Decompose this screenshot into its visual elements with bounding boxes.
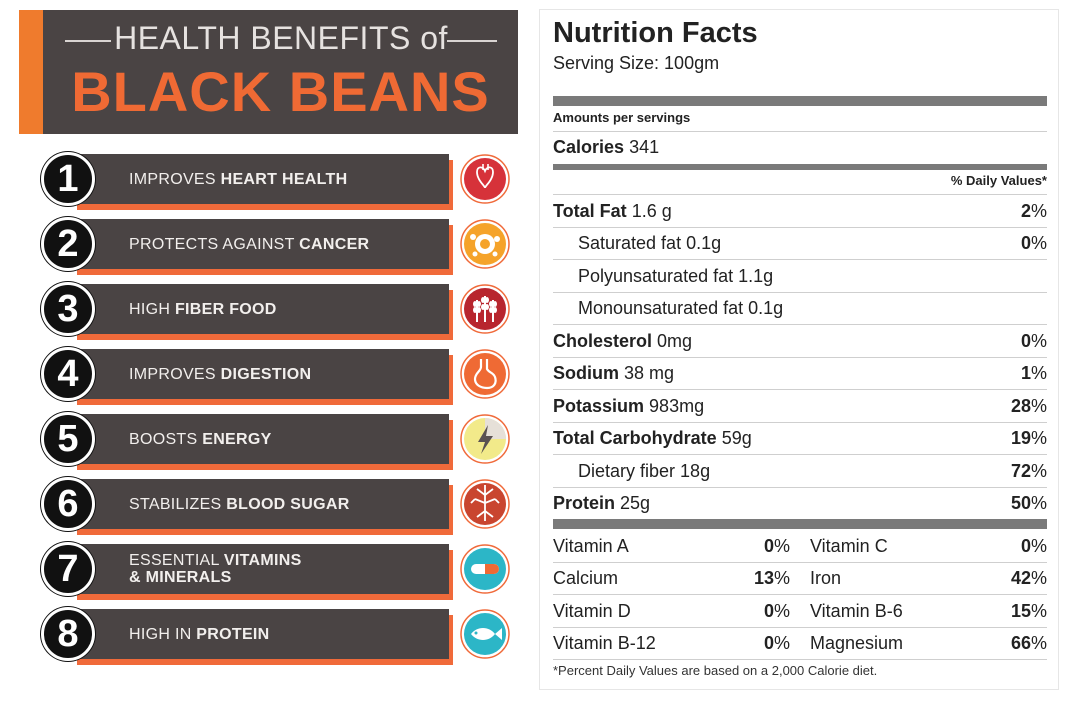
benefit-item: 3 HIGH FIBER FOOD: [41, 280, 510, 342]
benefit-bar: [73, 349, 449, 399]
nutrient-row: Monounsaturated fat 0.1g: [578, 298, 784, 318]
daily-values-header: % Daily Values*: [950, 173, 1047, 188]
divider: [553, 562, 1047, 563]
benefit-label: HIGH FIBER FOOD: [129, 300, 277, 318]
vitamin-row: Vitamin A 0% Vitamin C 0%: [553, 536, 1047, 556]
divider: [553, 594, 1047, 595]
vitamin-row: Vitamin D 0% Vitamin B-6 15%: [553, 601, 1047, 621]
benefit-number: 6: [41, 477, 95, 531]
benefit-item: 1 IMPROVES HEART HEALTH: [41, 150, 510, 212]
amounts-label: Amounts per servings: [553, 110, 691, 125]
nutrient-row: Protein 25g 50%: [553, 493, 1047, 513]
nutrient-row: Total Fat 1.6 g 2%: [553, 201, 1047, 221]
benefit-number: 2: [41, 217, 95, 271]
benefit-item: 5 BOOSTS ENERGY: [41, 410, 510, 472]
wheat-icon: [460, 284, 510, 334]
benefit-number: 5: [41, 412, 95, 466]
blood-vessel-icon: [460, 479, 510, 529]
benefit-bar: [73, 219, 449, 269]
nutrient-row: Dietary fiber 18g 72%: [578, 461, 1047, 481]
heart-icon: [460, 154, 510, 204]
divider: [553, 422, 1047, 423]
vitamin-row: Calcium 13% Iron 42%: [553, 568, 1047, 588]
nutrition-facts-panel: Nutrition Facts Serving Size: 100gm Amou…: [539, 9, 1059, 690]
benefit-label: BOOSTS ENERGY: [129, 430, 272, 448]
benefit-bar: [73, 609, 449, 659]
nutrient-row: Cholesterol 0mg 0%: [553, 331, 1047, 351]
nutrient-row: Polyunsaturated fat 1.1g: [578, 266, 774, 286]
black-beans-infographic: HEALTH BENEFITS of BLACK BEANS 1 IMPROVE…: [19, 10, 519, 665]
calories-row: Calories 341: [553, 137, 659, 158]
benefit-bar: [73, 414, 449, 464]
calories-label: Calories: [553, 137, 625, 157]
benefit-label: PROTECTS AGAINST CANCER: [129, 235, 370, 253]
banner-title: BLACK BEANS: [71, 60, 490, 123]
benefit-bar: [73, 544, 449, 594]
benefit-bar: [73, 479, 449, 529]
benefit-number: 3: [41, 282, 95, 336]
nutrient-row: Sodium 38 mg 1%: [553, 363, 1047, 383]
benefit-number: 8: [41, 607, 95, 661]
benefit-item: 7 ESSENTIAL VITAMINS & MINERALS: [41, 540, 510, 602]
benefit-item: 2 PROTECTS AGAINST CANCER: [41, 215, 510, 277]
nutrient-row: Saturated fat 0.1g 0%: [578, 233, 1047, 253]
benefit-label: ESSENTIAL VITAMINS & MINERALS: [129, 552, 302, 586]
banner-rule-left: [65, 40, 111, 42]
benefit-item: 4 IMPROVES DIGESTION: [41, 345, 510, 407]
lightning-icon: [460, 414, 510, 464]
divider: [553, 454, 1047, 455]
divider: [553, 487, 1047, 488]
nutrition-title: Nutrition Facts: [553, 17, 758, 49]
divider: [553, 659, 1047, 660]
calories-value: 341: [629, 137, 660, 157]
capsule-icon: [460, 544, 510, 594]
divider: [553, 292, 1047, 293]
benefit-bar: [73, 154, 449, 204]
divider-thick: [553, 519, 1047, 529]
vitamin-row: Vitamin B-12 0% Magnesium 66%: [553, 633, 1047, 653]
banner-subtitle: HEALTH BENEFITS of: [114, 20, 448, 56]
stomach-icon: [460, 349, 510, 399]
benefit-number: 1: [41, 152, 95, 206]
benefit-label: IMPROVES HEART HEALTH: [129, 170, 348, 188]
divider-medium: [553, 164, 1047, 170]
benefit-bar: [73, 284, 449, 334]
benefit-item: 6 STABILIZES BLOOD SUGAR: [41, 475, 510, 537]
divider: [553, 389, 1047, 390]
divider: [553, 227, 1047, 228]
divider: [553, 259, 1047, 260]
divider: [553, 324, 1047, 325]
benefit-label: STABILIZES BLOOD SUGAR: [129, 495, 350, 513]
divider: [553, 357, 1047, 358]
banner-rule-right: [447, 40, 497, 42]
footnote: *Percent Daily Values are based on a 2,0…: [553, 663, 878, 678]
benefit-label: IMPROVES DIGESTION: [129, 365, 312, 383]
benefit-number: 4: [41, 347, 95, 401]
divider: [553, 131, 1047, 132]
nutrient-row: Potassium 983mg 28%: [553, 396, 1047, 416]
divider: [553, 627, 1047, 628]
benefit-number: 7: [41, 542, 95, 596]
divider-thick: [553, 96, 1047, 106]
serving-size: Serving Size: 100gm: [553, 53, 720, 73]
divider: [553, 194, 1047, 195]
nutrient-row: Total Carbohydrate 59g 19%: [553, 428, 1047, 448]
benefit-label: HIGH IN PROTEIN: [129, 625, 270, 643]
cell-icon: [460, 219, 510, 269]
benefit-item: 8 HIGH IN PROTEIN: [41, 605, 510, 667]
banner-accent-stripe: [19, 10, 43, 134]
infographic-banner: HEALTH BENEFITS of BLACK BEANS: [19, 10, 518, 134]
fish-icon: [460, 609, 510, 659]
